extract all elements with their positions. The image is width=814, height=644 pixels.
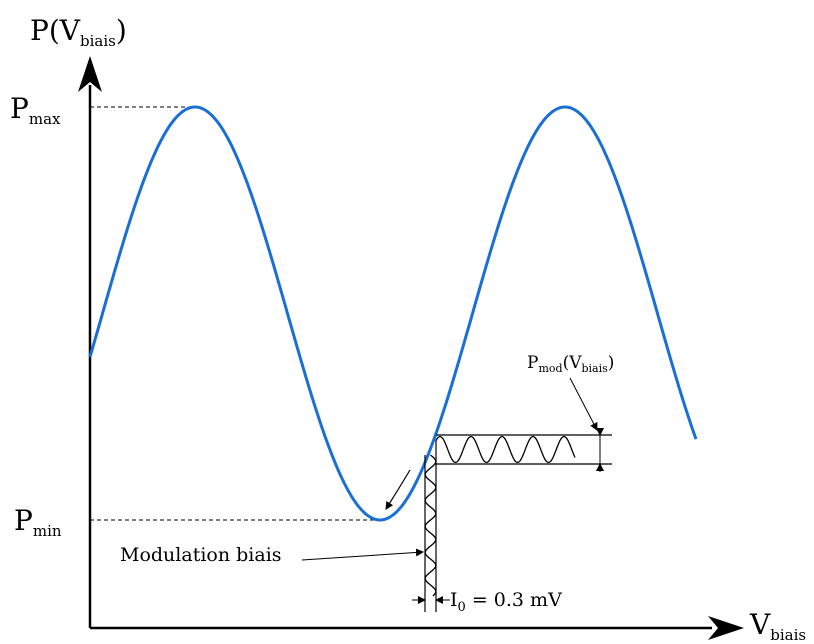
output-modulation-wave (435, 435, 576, 464)
pmod-leader-arrow (569, 377, 598, 431)
pmin-label: Pmin (14, 504, 62, 540)
operating-point-arrow (385, 469, 411, 510)
transfer-curve (88, 105, 698, 522)
y-axis-arrowhead (78, 56, 102, 92)
x-axis-label: Vbiais (749, 608, 806, 644)
bias-modulation-wave (424, 454, 437, 597)
modulation-leader-arrow (301, 548, 424, 561)
x-axis-arrowhead (708, 616, 744, 640)
modulation-label: Modulation biais (120, 544, 282, 566)
i0-label: I0 = 0.3 mV (450, 589, 562, 615)
pmod-label: Pmod(Vbiais) (527, 353, 614, 375)
pmax-label: Pmax (10, 92, 61, 128)
y-axis-label: P(Vbiais) (30, 14, 127, 50)
